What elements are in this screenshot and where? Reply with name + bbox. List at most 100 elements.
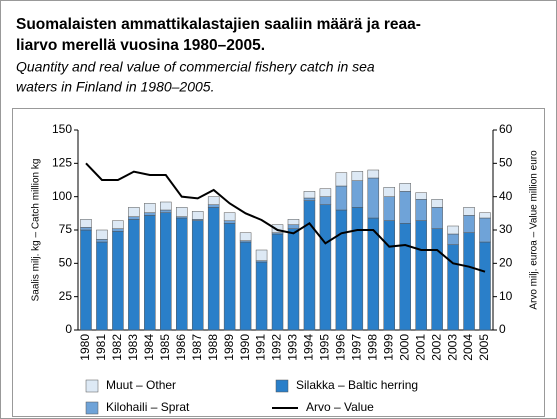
bar-segment	[463, 207, 475, 216]
x-tick-label: 2005	[477, 334, 491, 361]
bar-segment	[335, 185, 348, 211]
legend-label: Kilohaili – Sprat	[106, 400, 190, 414]
chart-title: Suomalaisten ammattikalastajien saaliin …	[16, 16, 421, 33]
x-tick-label: 1988	[206, 334, 220, 361]
bar-segment	[383, 220, 395, 331]
bar-segment	[144, 215, 156, 331]
bar-segment	[287, 219, 300, 225]
bar-segment	[351, 171, 364, 181]
bar-segment	[80, 229, 92, 331]
x-tick-label: 2003	[445, 334, 459, 361]
y-tick-label: 0	[65, 322, 72, 336]
x-tick-label: 1982	[110, 334, 124, 361]
bar-segment	[191, 220, 204, 331]
x-tick-label: 1983	[126, 334, 140, 361]
x-tick-label: 1981	[94, 334, 108, 361]
x-tick-label: 1992	[270, 334, 284, 361]
bar-segment	[80, 227, 92, 231]
x-tick-label: 1993	[286, 334, 300, 361]
bar-segment	[239, 241, 252, 331]
x-tick-label: 1996	[334, 334, 348, 361]
legend-swatch	[85, 401, 99, 415]
bar-segment	[223, 223, 236, 331]
bar-segment	[415, 199, 427, 221]
bar-segment	[383, 196, 395, 221]
bar-segment	[447, 225, 459, 235]
legend-label: Muut – Other	[106, 378, 176, 392]
y2-tick-label: 0	[499, 322, 506, 336]
bar-segment	[112, 228, 124, 232]
bar-segment	[176, 207, 188, 217]
y2-tick-label: 20	[499, 256, 513, 270]
x-tick-label: 1995	[318, 334, 332, 361]
x-tick-label: 1985	[158, 334, 172, 361]
value-line	[85, 162, 486, 273]
bar-segment	[160, 201, 172, 211]
bar-segment	[399, 183, 411, 192]
x-tick-label: 1994	[302, 334, 316, 361]
bar-segment	[112, 231, 124, 331]
bar-segment	[271, 224, 284, 233]
y2-tick-label: 10	[499, 289, 513, 303]
bar-segment	[415, 220, 427, 331]
x-tick-label: 1999	[381, 334, 395, 361]
bar-segment	[399, 223, 411, 331]
x-tick-label: 1987	[190, 334, 204, 361]
chart-box	[12, 108, 545, 417]
y-axis-label: Saalis milj. kg – Catch million kg	[31, 159, 42, 302]
bar-segment	[255, 261, 268, 331]
y-tick-label: 50	[59, 256, 73, 270]
bar-segment	[463, 232, 475, 331]
bar-segment	[415, 192, 427, 200]
bar-segment	[351, 207, 364, 331]
bar-segment	[287, 224, 300, 229]
bar-segment	[303, 197, 316, 201]
bar-segment	[271, 233, 284, 331]
chart-subtitle: Quantity and real value of commercial fi…	[16, 59, 375, 75]
bar-segment	[96, 229, 108, 240]
bar-segment	[128, 207, 140, 217]
legend-swatch	[275, 379, 289, 393]
bar-segment	[319, 196, 332, 205]
x-tick-label: 1984	[142, 334, 156, 361]
y2-tick-label: 30	[499, 222, 513, 236]
bar-segment	[303, 191, 316, 199]
bar-segment	[223, 212, 236, 221]
x-tick-label: 1998	[365, 334, 379, 361]
y-tick-label: 100	[52, 189, 72, 203]
bar-segment	[287, 228, 300, 331]
bar-segment	[128, 219, 140, 331]
bar-segment	[479, 212, 491, 219]
bar-segment	[367, 177, 380, 219]
x-tick-label: 1989	[222, 334, 236, 361]
y2-tick-label: 50	[499, 156, 513, 170]
bar-segment	[96, 239, 108, 243]
bar-segment	[479, 217, 491, 243]
legend-swatch	[85, 379, 99, 393]
bar-segment	[160, 209, 172, 213]
bar-segment	[191, 211, 204, 220]
bar-segment	[207, 207, 220, 331]
x-tick-label: 2000	[397, 334, 411, 361]
x-tick-label: 2001	[413, 334, 427, 361]
x-tick-label: 1990	[238, 334, 252, 361]
bar-segment	[160, 212, 172, 331]
bar-segment	[255, 249, 268, 261]
bar-segment	[335, 172, 348, 187]
bar-segment	[239, 232, 252, 241]
bar-segment	[112, 220, 124, 229]
bar-segment	[383, 187, 395, 197]
x-tick-label: 2002	[429, 334, 443, 361]
legend-label: Silakka – Baltic herring	[296, 378, 418, 392]
bar-segment	[463, 215, 475, 233]
bar-segment	[367, 169, 380, 179]
bar-segment	[431, 228, 443, 331]
bar-segment	[144, 203, 156, 213]
bar-segment	[223, 220, 236, 224]
bar-segment	[431, 207, 443, 229]
bar-segment	[207, 204, 220, 208]
legend-label: Arvo – Value	[306, 400, 374, 414]
bar-segment	[319, 204, 332, 331]
bar-segment	[447, 233, 459, 245]
